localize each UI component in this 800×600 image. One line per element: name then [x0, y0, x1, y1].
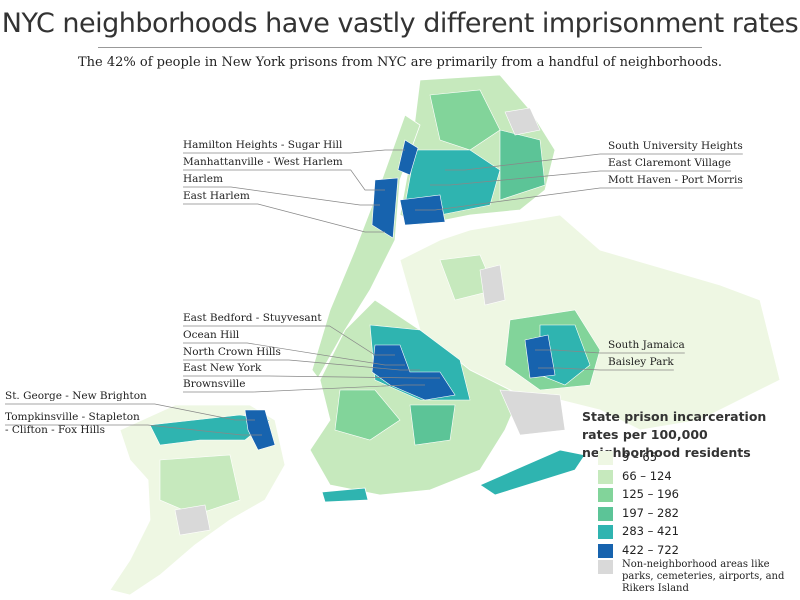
- area: [409, 404, 456, 446]
- legend-title: State prison incarceration rates per 100…: [582, 409, 767, 460]
- leader-line: [183, 203, 385, 233]
- legend-swatch: [598, 469, 613, 484]
- leader-line: [183, 384, 425, 393]
- leader-line: [5, 403, 255, 421]
- legend-item: 422 – 722: [598, 543, 798, 559]
- leader-line: [445, 153, 743, 171]
- callout-label: East Harlem: [183, 190, 250, 202]
- legend-swatch: [598, 543, 613, 558]
- leader-line: [5, 424, 262, 436]
- area: [371, 177, 399, 239]
- subtitle: The 42% of people in New York prisons fr…: [77, 55, 723, 70]
- callout-label: St. George - New Brighton: [5, 390, 147, 402]
- area: [504, 107, 541, 136]
- legend-swatch: [598, 451, 613, 465]
- callout-label: East Bedford - Stuyvesant: [183, 312, 322, 324]
- callout-label: Hamilton Heights - Sugar Hill: [183, 139, 343, 151]
- area: [429, 89, 501, 151]
- legend-swatch: [598, 560, 613, 574]
- area: [371, 344, 456, 401]
- leader-line: [183, 342, 405, 366]
- title: NYC neighborhoods have vastly different …: [1, 8, 799, 39]
- callout-label: - Clifton - Fox Hills: [5, 424, 105, 436]
- callout-label: Brownsville: [183, 378, 246, 390]
- legend-swatch: [598, 506, 613, 521]
- leader-line: [183, 375, 440, 379]
- legend-label: 422 – 722: [622, 542, 679, 557]
- legend-note: Non-neighborhood areas like parks, cemet…: [622, 559, 785, 594]
- neighborhoods: [149, 89, 601, 536]
- callout-label: Mott Haven - Port Morris: [608, 174, 743, 186]
- area: [397, 139, 419, 176]
- area: [334, 389, 401, 441]
- area: [499, 389, 566, 436]
- leader-line: [183, 359, 420, 371]
- legend-label: 9 – 65: [622, 450, 658, 464]
- leader-line: [183, 325, 395, 356]
- callout-label: Tompkinsville - Stapleton: [5, 411, 140, 423]
- callout-label: East Claremont Village: [608, 157, 732, 169]
- legend-item: 66 – 124: [598, 469, 798, 485]
- callout-label: East New York: [183, 362, 262, 374]
- title-rule: [98, 47, 702, 48]
- leader-line: [430, 170, 732, 186]
- leader-line: [538, 367, 674, 371]
- legend-item: 283 – 421: [598, 524, 798, 540]
- rockaways: [479, 449, 586, 496]
- area: [159, 454, 241, 516]
- callout-label: Manhattanville - West Harlem: [183, 156, 343, 168]
- legend-label: 283 – 421: [622, 524, 679, 538]
- callout-label: North Crown Hills: [183, 346, 281, 358]
- legend-swatch: [598, 488, 613, 502]
- callout-label: South Jamaica: [608, 339, 685, 351]
- area: [149, 414, 271, 446]
- leader-line: [183, 186, 380, 206]
- area: [174, 504, 211, 536]
- callout-label: South University Heights: [608, 140, 743, 152]
- coney-island: [321, 487, 369, 503]
- callout-label: Harlem: [183, 173, 223, 185]
- legend-item: 9 – 65: [598, 450, 798, 466]
- legend-label: 66 – 124: [622, 468, 672, 483]
- area: [524, 334, 556, 379]
- legend-label: 125 – 196: [622, 487, 679, 501]
- leader-line: [535, 349, 685, 354]
- legend-item: 125 – 196: [598, 487, 798, 503]
- legend-label: 197 – 282: [622, 505, 679, 520]
- leader-lines: [5, 149, 743, 436]
- leader-line: [415, 187, 743, 211]
- callout-label: Baisley Park: [608, 356, 674, 368]
- area: [499, 129, 546, 201]
- leader-line: [183, 149, 405, 154]
- legend-swatch: [598, 525, 613, 539]
- leader-line: [183, 169, 385, 191]
- callout-label: Ocean Hill: [183, 329, 240, 341]
- legend-item: 197 – 282: [598, 506, 798, 522]
- area: [479, 264, 506, 306]
